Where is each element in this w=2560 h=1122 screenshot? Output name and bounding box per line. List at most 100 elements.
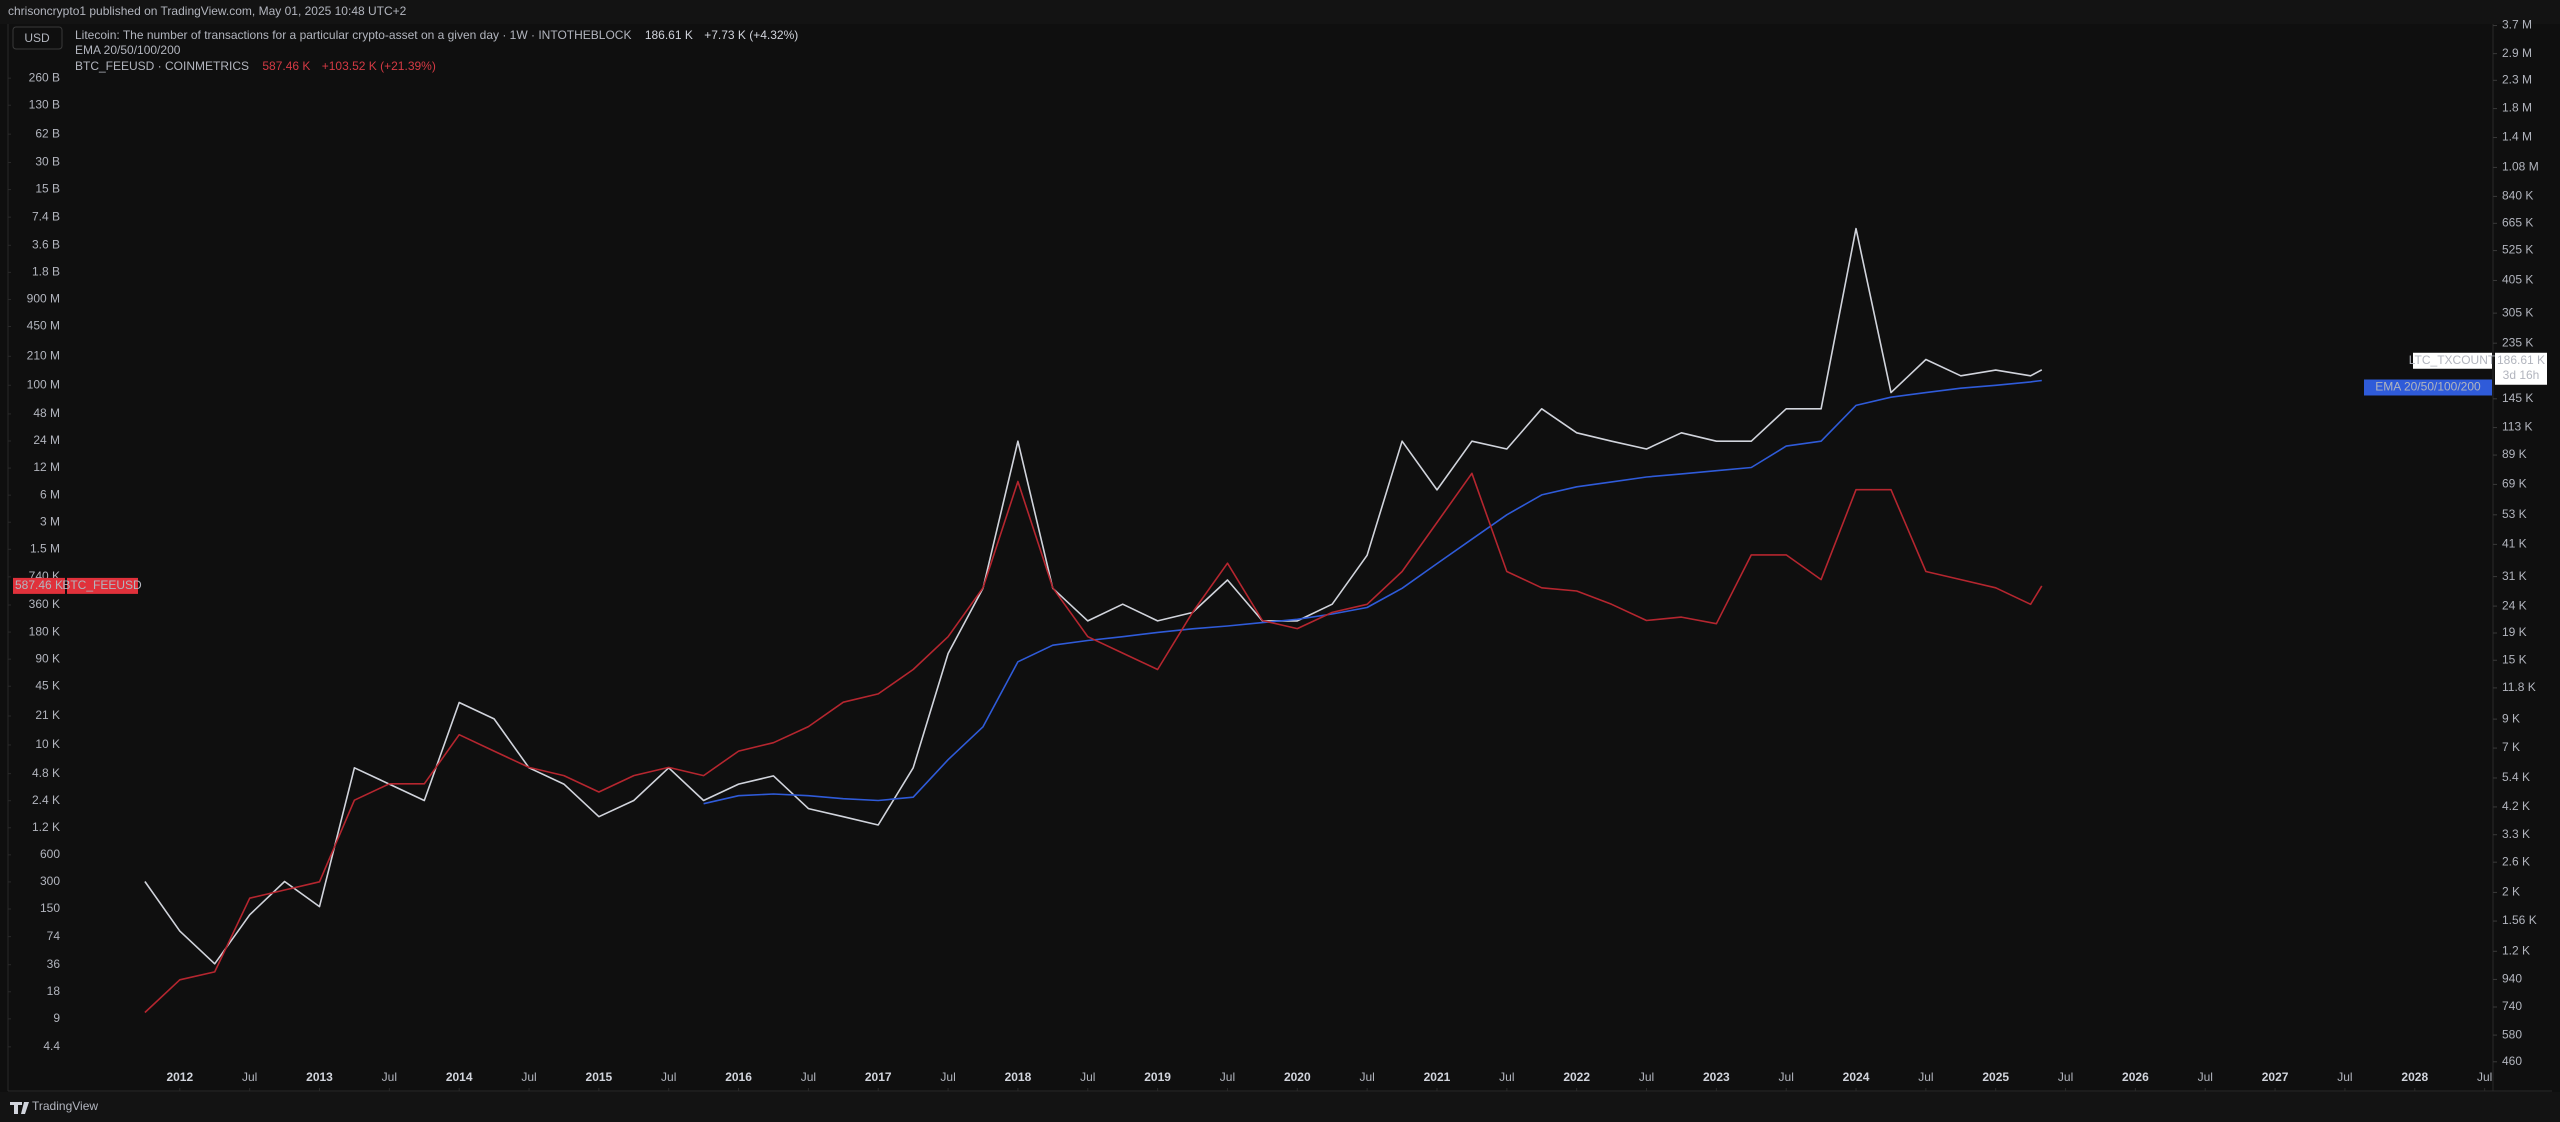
y-tick-label: 130 B [29, 97, 60, 111]
series-layer [144, 227, 2043, 1014]
y-tick-label: 62 B [35, 126, 60, 140]
y-tick-label: 74 [47, 929, 61, 943]
y2-tick-label: 305 K [2502, 305, 2533, 319]
x-tick-label: 2024 [1843, 1070, 1870, 1084]
y2-tick-label: 1.08 M [2502, 160, 2539, 174]
x-tick-label: 2016 [725, 1070, 752, 1084]
plot-frame [7, 24, 2552, 1092]
y-tick-label: 180 K [29, 624, 60, 638]
y-tick-label: 100 M [27, 377, 60, 391]
y2-tick-label: 19 K [2502, 625, 2527, 639]
x-tick-label: Jul [1779, 1070, 1794, 1084]
legend-change: +103.52 K (+21.39%) [322, 59, 436, 73]
x-tick-label: 2023 [1703, 1070, 1730, 1084]
y-tick-label: 9 [53, 1011, 60, 1025]
y2-tick-label: 740 [2502, 999, 2522, 1013]
x-tick-label: Jul [801, 1070, 816, 1084]
y2-tick-label: 7 K [2502, 740, 2520, 754]
footer-logo [10, 1102, 29, 1114]
y-tick-label: 36 [47, 957, 61, 971]
y2-tick-label: 460 [2502, 1054, 2522, 1068]
x-tick-label: Jul [1639, 1070, 1654, 1084]
y2-tick-label: 145 K [2502, 391, 2533, 405]
series-tag [2413, 352, 2492, 369]
x-tick-label: Jul [2337, 1070, 2352, 1084]
tag-layer: LTC_TXCOUNT 186.61 K3d 16h EMA 20/50/100/2… [13, 352, 2547, 594]
y2-tick-label: 665 K [2502, 215, 2533, 229]
x-tick-label: 2025 [1982, 1070, 2009, 1084]
y-tick-label: 260 B [29, 70, 60, 84]
y2-tick-label: 89 K [2502, 447, 2527, 461]
y2-tick-label: 2.9 M [2502, 46, 2532, 60]
legend-row: BTC_FEEUSD · COINMETRICS 587.46 K +103.5… [75, 59, 436, 73]
x-tick-label: Jul [1499, 1070, 1514, 1084]
y-tick-label: 1.2 K [32, 820, 60, 834]
y-tick-label: 30 B [35, 155, 60, 169]
y2-tick-label: 3.3 K [2502, 827, 2530, 841]
x-tick-label: 2020 [1284, 1070, 1311, 1084]
y-tick-label: 360 K [29, 597, 60, 611]
x-tick-label: Jul [661, 1070, 676, 1084]
legend-description: BTC_FEEUSD · COINMETRICS [75, 59, 249, 73]
y2-tick-label: 4.2 K [2502, 799, 2530, 813]
x-tick-label: 2015 [586, 1070, 613, 1084]
legend-description: Litecoin: The number of transactions for… [75, 28, 631, 42]
y-tick-label: 4.4 [43, 1039, 60, 1053]
y2-tick-label: 9 K [2502, 711, 2520, 725]
y-tick-label: 3.6 B [32, 237, 60, 251]
x-tick-label: Jul [940, 1070, 955, 1084]
x-tick-label: Jul [521, 1070, 536, 1084]
x-tick-label: 2013 [306, 1070, 333, 1084]
header-bar [0, 0, 2560, 24]
y2-tick-label: 3.7 M [2502, 18, 2532, 32]
y2-tick-label: 113 K [2502, 420, 2532, 434]
x-tick-label: Jul [242, 1070, 257, 1084]
x-tick-label: 2019 [1144, 1070, 1171, 1084]
legend-row: Litecoin: The number of transactions for… [75, 28, 798, 42]
y-tick-label: 18 [47, 984, 61, 998]
footer-bar [0, 1092, 2560, 1122]
legend-description: EMA 20/50/100/200 [75, 43, 181, 57]
price-tag-value: 186.61 K [2497, 353, 2545, 367]
currency-label: USD [24, 31, 50, 45]
y-tick-label: 2.4 K [32, 793, 60, 807]
axis-layer: 2012 Jul 2013 Jul 2014 Jul 2015 Jul 2016 Jul 2017 J… [8, 18, 2539, 1091]
x-tick-label: 2018 [1005, 1070, 1032, 1084]
y-tick-label: 300 [40, 874, 60, 888]
series-tag [67, 577, 138, 594]
legend-last-value: 587.46 K [262, 59, 310, 73]
footer-brand[interactable]: TradingView [32, 1099, 98, 1113]
x-tick-label: Jul [1220, 1070, 1235, 1084]
x-tick-label: Jul [2058, 1070, 2073, 1084]
y-tick-label: 12 M [33, 460, 60, 474]
x-tick-label: Jul [2198, 1070, 2213, 1084]
series-tag-name: LTC_TXCOUNT [2409, 353, 2496, 367]
x-tick-label: Jul [1918, 1070, 1933, 1084]
y-tick-label: 45 K [35, 678, 60, 692]
x-tick-label: Jul [1359, 1070, 1374, 1084]
y2-tick-label: 2 K [2502, 885, 2520, 899]
y-tick-label: 450 M [27, 319, 60, 333]
y2-tick-label: 31 K [2502, 569, 2527, 583]
y2-tick-label: 5.4 K [2502, 770, 2530, 784]
currency-button[interactable] [12, 26, 63, 50]
y2-tick-label: 1.56 K [2502, 913, 2537, 927]
y2-tick-label: 1.8 M [2502, 101, 2532, 115]
x-tick-label: 2017 [865, 1070, 892, 1084]
y2-tick-label: 53 K [2502, 507, 2527, 521]
y2-tick-label: 940 [2502, 972, 2522, 986]
y2-tick-label: 41 K [2502, 537, 2527, 551]
y2-tick-label: 840 K [2502, 189, 2533, 203]
y-tick-label: 7.4 B [32, 209, 60, 223]
series-line [144, 227, 2043, 965]
price-tag-value: 587.46 K [15, 578, 63, 592]
y2-tick-label: 2.6 K [2502, 854, 2530, 868]
y2-tick-label: 69 K [2502, 477, 2527, 491]
y2-tick-label: 525 K [2502, 243, 2533, 257]
x-tick-label: 2021 [1424, 1070, 1451, 1084]
y2-tick-label: 11.8 K [2502, 680, 2536, 694]
x-tick-label: 2028 [2401, 1070, 2428, 1084]
y-tick-label: 15 B [35, 182, 60, 196]
